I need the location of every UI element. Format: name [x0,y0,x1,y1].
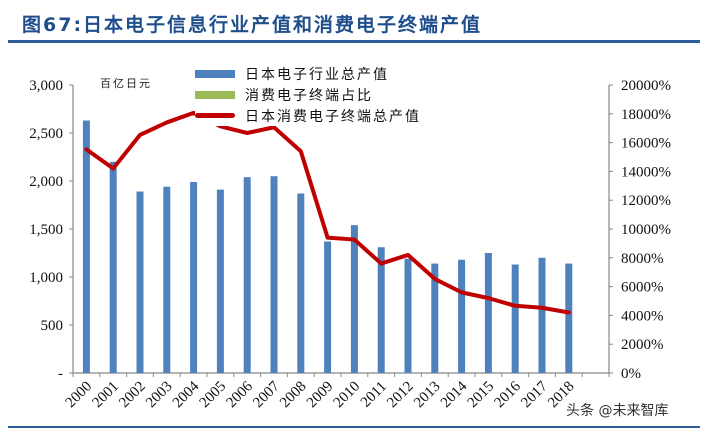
bar-2016 [511,264,519,373]
legend-label: 消费电子终端占比 [245,87,373,104]
bar-2013 [431,263,439,373]
x-tick-label: 2011 [358,379,390,411]
x-tick-label: 2003 [143,379,176,412]
bar-2004 [190,181,198,373]
right-tick-label: 8000% [621,251,664,267]
legend-label: 日本电子行业总产值 [245,66,389,83]
bar-2007 [270,176,278,373]
x-tick-label: 2004 [170,378,203,411]
x-tick-label: 2009 [304,379,337,412]
x-tick-label: 2006 [224,378,257,411]
bar-2010 [350,225,358,373]
bar-2012 [404,258,412,373]
legend-swatch [195,113,235,118]
unit-label: 百亿日元 [100,77,152,90]
bar-2015 [484,253,492,373]
bar-2014 [458,259,466,373]
chart-title: 图67:日本电子信息行业产值和消费电子终端产值 [22,14,483,36]
right-tick-label: 12000% [621,193,671,209]
x-tick-label: 2010 [331,379,364,412]
legend-label: 日本消费电子终端总产值 [245,108,421,125]
right-tick-label: 18000% [621,107,671,123]
left-tick-label: 1,500 [29,222,63,238]
x-tick-label: 2013 [411,379,444,412]
bar-2002 [136,191,144,373]
x-tick-label: 2015 [465,379,498,412]
left-tick-label: 500 [41,318,64,334]
bar-2018 [565,263,573,373]
legend-item-industry: 日本电子行业总产值 [195,63,421,84]
bar-2009 [324,241,332,373]
legend-swatch [195,69,235,78]
left-tick-label: 1,000 [29,270,63,286]
bar-2008 [297,193,305,373]
right-tick-label: 6000% [621,280,664,296]
bar-2005 [216,189,224,373]
watermark: 头条 @未来智库 [566,403,669,419]
bar-2001 [109,161,117,373]
bottom-divider [8,426,700,428]
right-tick-label: 0% [621,366,641,382]
x-tick-label: 2014 [438,378,471,411]
bar-2017 [538,257,546,373]
x-tick-label: 2001 [90,379,123,412]
legend-swatch [195,90,235,99]
x-tick-label: 2017 [518,378,551,411]
left-tick-label: 3,000 [29,78,63,94]
left-tick-label: 2,000 [29,174,63,190]
right-tick-label: 10000% [621,222,671,238]
x-tick-label: 2016 [492,378,525,411]
left-tick-label: - [58,366,63,382]
x-tick-label: 2002 [116,379,149,412]
bar-2011 [377,247,385,373]
x-tick-label: 2007 [250,378,283,411]
x-tick-label: 2008 [277,379,310,412]
left-tick-label: 2,500 [29,126,63,142]
x-tick-label: 2000 [63,379,96,412]
right-tick-label: 4000% [621,308,664,324]
right-tick-label: 20000% [621,78,671,94]
bar-2000 [82,120,90,374]
bar-2003 [163,186,171,373]
right-tick-label: 14000% [621,164,671,180]
right-tick-label: 16000% [621,136,671,152]
x-tick-label: 2005 [197,379,230,412]
legend-item-share: 消费电子终端占比 [195,84,421,105]
right-tick-label: 2000% [621,337,664,353]
legend: 日本电子行业总产值 消费电子终端占比 日本消费电子终端总产值 [195,63,421,126]
legend-item-consumer: 日本消费电子终端总产值 [195,105,421,126]
title-divider [8,40,700,43]
x-tick-label: 2012 [384,379,417,412]
bar-2006 [243,177,251,373]
